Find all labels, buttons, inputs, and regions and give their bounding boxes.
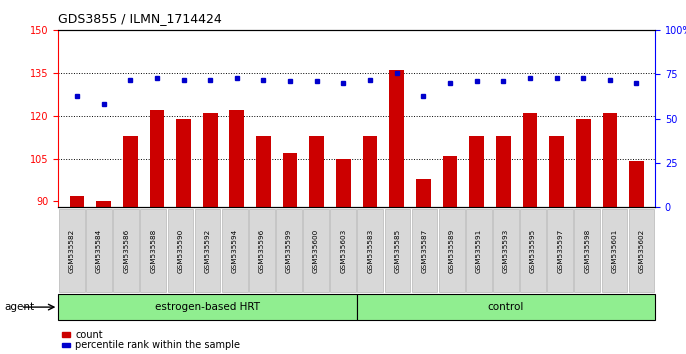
FancyBboxPatch shape [195,209,220,292]
Bar [283,153,298,354]
Bar [336,159,351,354]
FancyBboxPatch shape [357,209,383,292]
Text: agent: agent [5,302,35,312]
Bar [363,136,377,354]
Text: GSM535590: GSM535590 [178,228,183,273]
Text: GSM535593: GSM535593 [503,228,509,273]
Text: GSM535582: GSM535582 [69,228,75,273]
FancyBboxPatch shape [520,209,546,292]
FancyBboxPatch shape [141,209,166,292]
FancyBboxPatch shape [466,209,492,292]
Bar [176,119,191,354]
FancyBboxPatch shape [547,209,573,292]
Bar [442,156,458,354]
Text: estrogen-based HRT: estrogen-based HRT [155,302,260,312]
FancyBboxPatch shape [385,209,410,292]
Bar [309,136,324,354]
Bar [203,113,217,354]
FancyBboxPatch shape [439,209,464,292]
Bar [230,110,244,354]
FancyBboxPatch shape [330,209,356,292]
Text: GSM535587: GSM535587 [421,228,427,273]
Bar [70,196,84,354]
Bar [256,136,271,354]
Bar [123,136,138,354]
Text: GSM535603: GSM535603 [340,228,346,273]
Text: GSM535585: GSM535585 [394,228,401,273]
FancyBboxPatch shape [222,209,248,292]
Bar [390,70,404,354]
Bar [96,201,111,354]
Text: GSM535597: GSM535597 [557,228,563,273]
Bar [576,119,591,354]
FancyBboxPatch shape [628,209,654,292]
Bar [549,136,564,354]
Bar [523,113,537,354]
Text: GSM535589: GSM535589 [449,228,455,273]
Bar [62,343,70,347]
Bar [629,161,643,354]
Bar [496,136,510,354]
Bar [602,113,617,354]
Bar [62,332,70,337]
Text: GSM535595: GSM535595 [530,228,536,273]
FancyBboxPatch shape [113,209,139,292]
FancyBboxPatch shape [86,209,112,292]
Text: GSM535584: GSM535584 [96,228,102,273]
Text: GSM535599: GSM535599 [286,228,292,273]
FancyBboxPatch shape [574,209,600,292]
FancyBboxPatch shape [58,294,357,320]
Text: GSM535596: GSM535596 [259,228,265,273]
FancyBboxPatch shape [357,294,655,320]
Text: control: control [488,302,524,312]
Text: GDS3855 / ILMN_1714424: GDS3855 / ILMN_1714424 [58,12,222,25]
Text: count: count [75,330,103,339]
Text: GSM535594: GSM535594 [232,228,237,273]
Text: percentile rank within the sample: percentile rank within the sample [75,340,241,350]
Text: GSM535600: GSM535600 [313,228,319,273]
FancyBboxPatch shape [602,209,627,292]
Text: GSM535601: GSM535601 [611,228,617,273]
Text: GSM535591: GSM535591 [476,228,482,273]
FancyBboxPatch shape [167,209,193,292]
FancyBboxPatch shape [249,209,274,292]
FancyBboxPatch shape [276,209,302,292]
FancyBboxPatch shape [303,209,329,292]
FancyBboxPatch shape [493,209,519,292]
Text: GSM535588: GSM535588 [150,228,156,273]
Text: GSM535583: GSM535583 [367,228,373,273]
Text: GSM535598: GSM535598 [584,228,591,273]
Text: GSM535586: GSM535586 [123,228,129,273]
Text: GSM535592: GSM535592 [204,228,211,273]
Bar [150,110,164,354]
Bar [469,136,484,354]
FancyBboxPatch shape [59,209,85,292]
Bar [416,178,431,354]
FancyBboxPatch shape [412,209,438,292]
Text: GSM535602: GSM535602 [639,228,645,273]
